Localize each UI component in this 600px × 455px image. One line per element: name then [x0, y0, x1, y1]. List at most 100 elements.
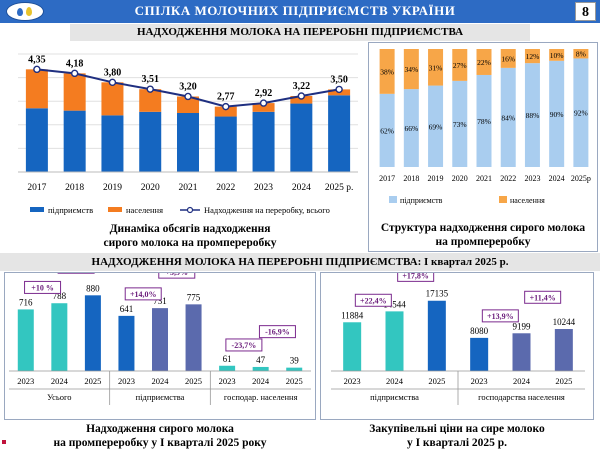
share-label-population: 12% — [526, 52, 540, 61]
bar — [343, 322, 362, 371]
total-point — [70, 69, 79, 78]
share-label-population: 27% — [453, 61, 467, 70]
tick-label: 2025 — [428, 376, 445, 386]
change-badge — [354, 293, 392, 307]
bar — [185, 304, 202, 371]
total-point — [335, 85, 343, 94]
tick-label: 2023 — [118, 376, 135, 386]
share-label-population: 8% — [576, 50, 586, 59]
tick-label: 2024 — [152, 376, 170, 386]
bar-population-share — [524, 49, 540, 64]
bar — [286, 367, 303, 371]
logo-drop-yellow — [26, 7, 32, 16]
tick-label: 2017 — [27, 183, 46, 193]
change-badge — [158, 273, 196, 279]
section-title-bottom: НАДХОДЖЕННЯ МОЛОКА НА ПЕРЕРОБНІ ПІДПРИЄМ… — [0, 253, 600, 271]
structure-panel: 62% 38% 2017 66% 34% 2018 69% 31% 2019 73% 27% 2020… — [368, 42, 598, 252]
bar-population-share — [403, 49, 419, 90]
bar — [219, 365, 236, 371]
bar-enterprises-share — [524, 63, 540, 167]
tick-label: 2022 — [500, 174, 516, 183]
tick-label: 2019 — [103, 183, 122, 193]
total-point — [259, 99, 268, 107]
change-badge-text: -23,7% — [232, 341, 257, 350]
page-number: 8 — [575, 2, 596, 21]
change-badge-text: +11,4% — [530, 293, 556, 302]
structure-caption-line-1: Структура надходження сирого молока — [380, 222, 586, 234]
change-badge — [124, 287, 162, 301]
bar — [51, 303, 68, 371]
data-label: 3,50 — [330, 74, 348, 85]
tick-label: 2024 — [513, 376, 531, 386]
data-label: 2,77 — [217, 92, 235, 103]
share-label-enterprises: 66% — [404, 124, 418, 133]
value-label: 47 — [256, 355, 266, 365]
tick-label: 2020 — [141, 183, 160, 193]
value-label: 11884 — [341, 310, 364, 320]
tick-label: 2025р — [571, 174, 591, 183]
share-label-enterprises: 62% — [380, 126, 394, 135]
data-label: 4,35 — [28, 54, 46, 65]
group-label: господар. населення — [224, 392, 298, 402]
change-badge-text: +5,9% — [165, 273, 188, 277]
share-label-population: 10% — [550, 51, 564, 60]
q1-volume-caption: Надходження сирого молока на промперероб… — [20, 422, 300, 450]
group-label: господарства населення — [478, 392, 565, 402]
share-label-population: 16% — [501, 54, 515, 63]
value-label: 775 — [187, 292, 201, 302]
share-label-enterprises: 78% — [477, 117, 491, 126]
change-badge-text: +17,8% — [402, 273, 429, 280]
q1-prices-caption: Закупівельні ціни на сире молоко у І ква… — [330, 422, 584, 450]
value-label: 8080 — [470, 326, 489, 336]
bar-population-share — [500, 49, 516, 68]
change-badge — [481, 309, 519, 323]
tick-label: 2023 — [219, 376, 236, 386]
dynamics-chart: 4,35 2017 4,18 2018 3,80 2019 3,51 2020 3,20 2021… — [18, 53, 358, 215]
bar-enterprises — [101, 115, 124, 172]
value-label: 880 — [86, 283, 100, 293]
tick-label: 2025 — [286, 376, 303, 386]
value-label: 731 — [153, 296, 167, 306]
legend-label-enterprises: підприємств — [48, 205, 93, 215]
bar — [84, 295, 101, 371]
change-badge-text: +13,9% — [487, 312, 514, 321]
share-label-enterprises: 73% — [453, 120, 467, 129]
bar-enterprises-share — [452, 80, 468, 167]
bar-population — [25, 69, 48, 109]
bar-population — [101, 82, 124, 116]
tick-label: 2019 — [428, 174, 444, 183]
data-label: 3,51 — [141, 74, 159, 85]
page-title: СПІЛКА МОЛОЧНИХ ПІДПРИЄМСТВ УКРАЇНИ — [134, 3, 456, 18]
tick-label: 2023 — [17, 376, 34, 386]
data-label: 2,92 — [255, 88, 273, 99]
q1-prices-chart: 11884 2023 14544 2024 17135 2025 +22,4% +17,8% п… — [331, 273, 585, 405]
dynamics-caption-line-2: сирого молока на промпереробку — [103, 237, 277, 249]
bar-enterprises-share — [403, 89, 419, 167]
total-point — [108, 78, 117, 87]
value-label: 39 — [290, 356, 300, 366]
bar-population — [252, 103, 275, 112]
value-label: 716 — [19, 297, 33, 307]
legend-swatch-population — [108, 207, 122, 212]
legend-label-population: населення — [510, 196, 545, 205]
share-label-enterprises: 69% — [429, 122, 443, 131]
bar-enterprises-share — [500, 67, 516, 167]
bar-population-share — [379, 49, 395, 94]
tick-label: 2023 — [524, 174, 540, 183]
tick-label: 2021 — [476, 174, 492, 183]
change-badge-text: +14,0% — [130, 290, 157, 299]
logo-drop-blue — [17, 8, 23, 16]
tick-label: 2025 р. — [325, 183, 354, 193]
bar — [385, 311, 404, 371]
share-label-enterprises: 90% — [550, 110, 564, 119]
group-label: підприємства — [136, 392, 185, 402]
change-badge-text: +22,4% — [360, 296, 387, 305]
tick-label: 2017 — [379, 174, 395, 183]
total-point — [146, 85, 154, 93]
dynamics-caption: Динаміка обсягів надходження сирого моло… — [70, 222, 310, 250]
bar-population-share — [428, 49, 444, 86]
structure-caption-line-2: на промпереробку — [435, 236, 531, 248]
change-badge — [225, 338, 263, 352]
q1-prices-caption-line-2: у І кварталі 2025 р. — [406, 437, 508, 449]
